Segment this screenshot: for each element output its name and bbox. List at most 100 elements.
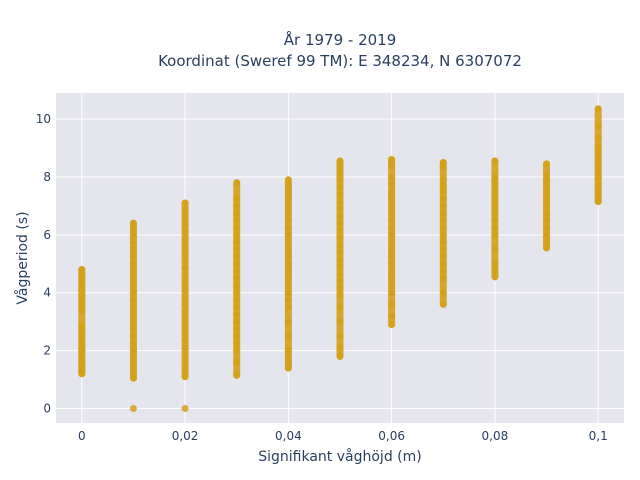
y-tick-label: 10 (36, 112, 51, 126)
data-point (491, 202, 499, 210)
data-point (284, 267, 292, 275)
data-point (543, 244, 551, 252)
data-point (181, 322, 189, 330)
data-point (336, 169, 344, 177)
data-point (543, 238, 551, 246)
y-axis-ticks: 0 2 4 6 8 10 (36, 112, 51, 415)
y-axis-title: Vågperiod (s) (14, 211, 31, 304)
data-point (129, 219, 137, 227)
data-point (78, 370, 86, 378)
data-point (388, 274, 396, 282)
data-point (129, 332, 137, 340)
data-point (336, 163, 344, 171)
data-point (336, 284, 344, 292)
data-point (129, 405, 137, 413)
data-point (388, 231, 396, 239)
data-point (129, 325, 137, 333)
data-point (129, 267, 137, 275)
data-point (129, 245, 137, 253)
data-point (233, 347, 241, 355)
data-point (491, 273, 499, 281)
data-point (491, 179, 499, 187)
data-point (284, 318, 292, 326)
data-point (284, 282, 292, 289)
data-point (284, 216, 292, 224)
data-point (388, 289, 396, 297)
data-point (543, 216, 551, 224)
data-point (388, 224, 396, 232)
data-point (336, 318, 344, 326)
data-point (543, 160, 551, 168)
data-point (284, 176, 292, 184)
data-point (439, 209, 447, 217)
data-point (233, 289, 241, 297)
data-point (181, 358, 189, 366)
data-point (78, 337, 86, 344)
data-point (181, 315, 189, 323)
data-point (388, 180, 396, 188)
data-point (284, 354, 292, 362)
data-point (336, 263, 344, 271)
data-point (336, 332, 344, 340)
data-point (439, 245, 447, 253)
data-point (388, 253, 396, 261)
data-point (388, 216, 396, 224)
data-point (233, 224, 241, 232)
data-point (78, 280, 86, 288)
data-point (129, 253, 137, 261)
data-point (129, 368, 137, 376)
data-point (181, 405, 189, 413)
data-point (439, 289, 447, 297)
data-point (284, 187, 292, 195)
data-point (543, 187, 551, 195)
data-point (129, 318, 137, 326)
data-point (181, 235, 189, 243)
data-point (594, 163, 602, 171)
data-point (284, 202, 292, 210)
data-point (336, 176, 344, 184)
data-point (181, 308, 189, 316)
data-point (78, 308, 86, 316)
data-point (233, 202, 241, 210)
data-point (129, 296, 137, 304)
data-point (181, 264, 189, 272)
data-point (181, 250, 189, 258)
data-point (181, 257, 189, 265)
data-point (336, 219, 344, 227)
data-point (336, 234, 344, 242)
data-point (78, 292, 86, 300)
data-point (129, 260, 137, 268)
data-point (129, 347, 137, 355)
data-point (388, 245, 396, 253)
data-point (129, 231, 137, 239)
data-point (233, 303, 241, 311)
data-point (543, 182, 551, 190)
data-point (491, 267, 499, 275)
data-point (233, 231, 241, 239)
y-tick-label: 6 (43, 228, 51, 242)
data-point (233, 318, 241, 326)
data-point (181, 293, 189, 301)
data-point (129, 339, 137, 347)
data-point (336, 198, 344, 206)
x-tick-label: 0,06 (378, 429, 405, 443)
data-point (181, 221, 189, 229)
data-point (233, 282, 241, 289)
data-point (233, 358, 241, 366)
data-point (388, 282, 396, 289)
data-point (336, 227, 344, 234)
y-tick-label: 4 (43, 286, 51, 300)
data-point (491, 224, 499, 232)
data-point (233, 325, 241, 333)
data-point (439, 163, 447, 171)
data-point (439, 176, 447, 184)
data-point (491, 231, 499, 239)
data-point (543, 209, 551, 217)
data-point (594, 192, 602, 200)
data-point (439, 231, 447, 239)
data-point (284, 245, 292, 253)
data-point (336, 270, 344, 278)
data-point (233, 209, 241, 217)
data-point (129, 303, 137, 311)
